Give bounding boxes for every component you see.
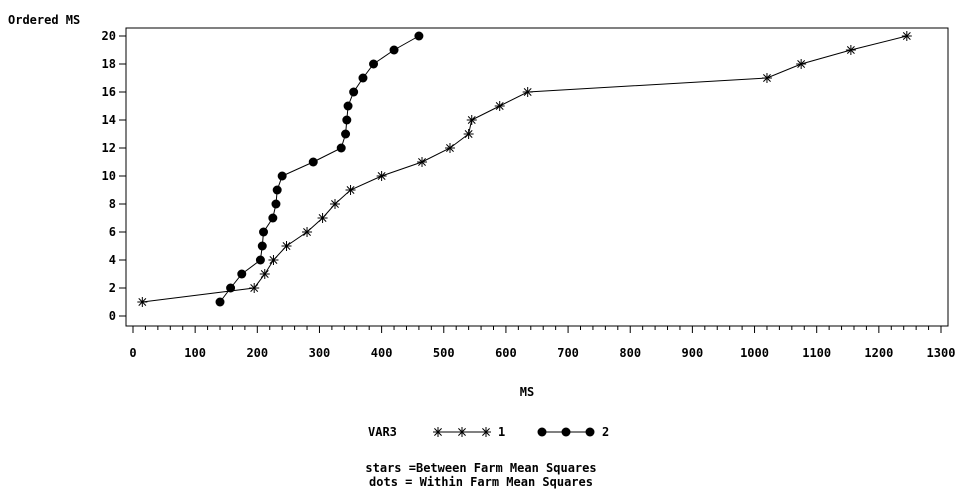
star-point — [137, 297, 148, 307]
legend-entry-2: 2 — [537, 425, 609, 439]
x-tick-label: 1300 — [927, 346, 956, 360]
star-point — [417, 157, 428, 167]
legend-label: 2 — [602, 425, 609, 439]
dot-point — [389, 45, 399, 55]
star-point — [444, 143, 455, 153]
y-tick-label: 2 — [109, 281, 116, 295]
x-tick-label: 1100 — [802, 346, 831, 360]
series-2-line — [219, 35, 420, 303]
x-tick-label: 400 — [371, 346, 393, 360]
x-tick-label: 1000 — [740, 346, 769, 360]
y-tick-label: 6 — [109, 225, 116, 239]
y-tick-label: 10 — [102, 169, 116, 183]
x-tick-label: 200 — [246, 346, 268, 360]
star-point — [494, 101, 505, 111]
y-tick-label: 12 — [102, 141, 116, 155]
y-tick-label: 20 — [102, 29, 116, 43]
star-point — [796, 59, 807, 69]
x-tick-label: 900 — [682, 346, 704, 360]
star-point — [761, 73, 772, 83]
dot-point — [336, 143, 346, 153]
series-layer — [137, 31, 912, 307]
star-point — [330, 199, 340, 209]
star-point — [302, 227, 313, 237]
dot-point — [268, 213, 278, 223]
star-point — [281, 241, 292, 251]
dot-point — [414, 31, 424, 41]
x-axis: 0 100 200 300 400 500 600 700 800 900 1000 1100 1200… — [129, 326, 955, 360]
dot-point — [341, 129, 351, 139]
x-axis-title: MS — [520, 385, 534, 399]
star-point — [268, 255, 279, 265]
x-tick-label: 1200 — [864, 346, 893, 360]
legend-star-marker — [433, 427, 443, 437]
legend-star-marker — [481, 427, 491, 437]
dot-point — [272, 185, 282, 195]
dot-point — [349, 87, 359, 97]
legend-entry-1: 1 — [433, 425, 505, 439]
dot-point — [343, 101, 353, 111]
plot-frame — [125, 27, 949, 327]
legend-dot-marker — [561, 427, 571, 437]
x-tick-label: 600 — [495, 346, 517, 360]
star-point — [901, 31, 912, 41]
x-tick-label: 300 — [309, 346, 331, 360]
dot-point — [255, 255, 265, 265]
annotation-stars: stars =Between Farm Mean Squares — [365, 461, 596, 475]
star-point — [249, 283, 260, 293]
legend-dot-marker — [537, 427, 547, 437]
y-tick-label: 14 — [102, 113, 116, 127]
dot-point — [259, 227, 269, 237]
dot-point — [308, 157, 318, 167]
star-point — [376, 171, 387, 181]
dot-point — [257, 241, 267, 251]
star-point — [317, 213, 328, 223]
legend-star-marker — [457, 427, 467, 437]
dot-point — [226, 283, 236, 293]
dot-point — [369, 59, 379, 69]
x-tick-label: 800 — [619, 346, 641, 360]
star-point — [845, 45, 856, 55]
dot-point — [237, 269, 247, 279]
legend-dot-marker — [585, 427, 595, 437]
star-point — [259, 269, 270, 279]
dot-point — [358, 73, 368, 83]
y-tick-label: 4 — [109, 253, 116, 267]
y-tick-label: 16 — [102, 85, 116, 99]
x-tick-label: 500 — [433, 346, 455, 360]
y-tick-label: 8 — [109, 197, 116, 211]
x-tick-label: 100 — [184, 346, 206, 360]
annotation-dots: dots = Within Farm Mean Squares — [369, 475, 593, 489]
dot-point — [215, 297, 225, 307]
series-2 — [215, 31, 424, 307]
x-tick-label: 0 — [129, 346, 136, 360]
dot-point — [277, 171, 287, 181]
series-1 — [137, 31, 912, 307]
legend-title: VAR3 — [368, 425, 397, 439]
star-point — [463, 129, 474, 139]
star-point — [466, 115, 477, 125]
y-axis: 0 2 4 6 8 10 12 14 16 18 20 — [102, 29, 126, 323]
dot-point — [342, 115, 352, 125]
star-point — [345, 185, 356, 195]
dot-point — [271, 199, 281, 209]
y-tick-label: 18 — [102, 57, 116, 71]
y-axis-title: Ordered MS — [8, 13, 80, 27]
legend-label: 1 — [498, 425, 505, 439]
y-tick-label: 0 — [109, 309, 116, 323]
star-point — [522, 87, 533, 97]
x-tick-label: 700 — [557, 346, 579, 360]
